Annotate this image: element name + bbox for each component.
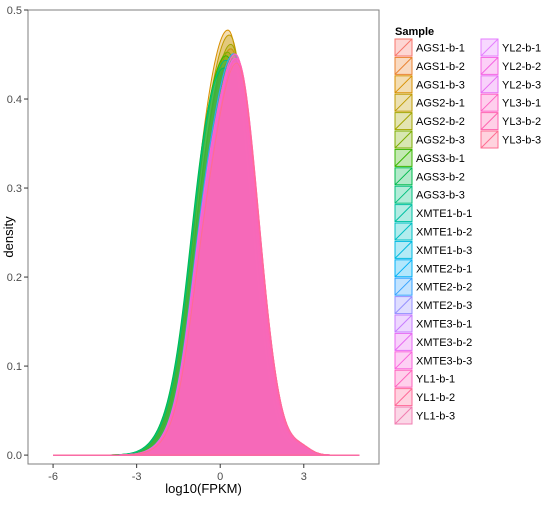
legend-key-line [394, 241, 413, 259]
legend-key-line [394, 369, 413, 388]
legend-key-line [394, 167, 413, 186]
y-axis-title: density [1, 216, 16, 258]
legend-label-AGS1-b-2: AGS1-b-2 [416, 61, 465, 73]
x-axis: -6 -3 0 3 [48, 464, 307, 483]
y-axis: 0.0 0.1 0.2 0.3 0.4 0.5 [7, 5, 28, 462]
legend-key-line [394, 314, 413, 333]
y-tick-label: 0.3 [7, 183, 22, 195]
legend-key-line [480, 93, 499, 112]
legend-label-XMTE2-b-1: XMTE2-b-1 [416, 263, 472, 275]
legend-label-YL3-b-3: YL3-b-3 [502, 135, 541, 147]
legend-label-XMTE2-b-3: XMTE2-b-3 [416, 300, 472, 312]
x-tick-label: 0 [217, 471, 223, 483]
legend-label-YL3-b-1: YL3-b-1 [502, 98, 541, 110]
x-tick-label: -3 [132, 471, 142, 483]
legend-label-AGS2-b-1: AGS2-b-1 [416, 98, 465, 110]
legend-key-line [394, 93, 413, 112]
legend-title: Sample [395, 26, 434, 38]
legend-key-line [394, 333, 413, 351]
legend-key-line [394, 38, 413, 57]
legend-label-AGS2-b-3: AGS2-b-3 [416, 135, 465, 147]
y-tick-label: 0.2 [7, 272, 22, 284]
legend-label-YL2-b-2: YL2-b-2 [502, 61, 541, 73]
legend-key-line [480, 130, 499, 149]
y-tick-label: 0.0 [7, 450, 22, 462]
y-tick-label: 0.1 [7, 361, 22, 373]
y-tick-label: 0.5 [7, 5, 22, 17]
legend-label-XMTE1-b-3: XMTE1-b-3 [416, 245, 472, 257]
legend-key-line [394, 75, 413, 94]
legend-key-line [394, 204, 413, 222]
legend-key-line [480, 38, 499, 57]
legend-key-line [394, 277, 413, 296]
legend-key-line [480, 57, 499, 75]
legend-key-line [394, 406, 413, 425]
legend-label-AGS2-b-2: AGS2-b-2 [416, 116, 465, 128]
legend-label-YL1-b-3: YL1-b-3 [416, 411, 455, 423]
legend-key-line [394, 185, 413, 204]
legend-key-line [394, 222, 413, 241]
legend-label-YL2-b-3: YL2-b-3 [502, 79, 541, 91]
legend-label-YL1-b-1: YL1-b-1 [416, 374, 455, 386]
y-tick-label: 0.4 [7, 94, 22, 106]
legend-key-line [480, 112, 499, 130]
legend-key-line [394, 149, 413, 167]
legend-key-line [394, 112, 413, 130]
legend-key-line [480, 75, 499, 94]
legend-key-line [394, 351, 413, 370]
legend-key-line [394, 296, 413, 314]
x-tick-label: -6 [48, 471, 58, 483]
legend-label-XMTE3-b-1: XMTE3-b-1 [416, 319, 472, 331]
plot-panel [27, 9, 380, 465]
legend-label-YL1-b-2: YL1-b-2 [416, 392, 455, 404]
x-axis-title: log10(FPKM) [165, 481, 242, 496]
legend-label-AGS1-b-1: AGS1-b-1 [416, 43, 465, 55]
legend-label-XMTE2-b-2: XMTE2-b-2 [416, 282, 472, 294]
legend-key-line [394, 57, 413, 75]
legend-key-line [394, 388, 413, 406]
density-layers [53, 29, 360, 456]
legend-label-XMTE1-b-1: XMTE1-b-1 [416, 208, 472, 220]
legend-key-line [394, 259, 413, 278]
legend-label-YL2-b-1: YL2-b-1 [502, 43, 541, 55]
legend-label-XMTE3-b-2: XMTE3-b-2 [416, 337, 472, 349]
legend-label-YL3-b-2: YL3-b-2 [502, 116, 541, 128]
legend: Sample AGS1-b-1 AGS1-b-2 AGS1-b-3 AGS2-b-1 A… [394, 26, 541, 425]
legend-label-XMTE1-b-2: XMTE1-b-2 [416, 227, 472, 239]
legend-label-AGS3-b-2: AGS3-b-2 [416, 171, 465, 183]
legend-label-XMTE3-b-3: XMTE3-b-3 [416, 355, 472, 367]
legend-label-AGS3-b-3: AGS3-b-3 [416, 190, 465, 202]
legend-label-AGS1-b-3: AGS1-b-3 [416, 79, 465, 91]
legend-label-AGS3-b-1: AGS3-b-1 [416, 153, 465, 165]
x-tick-label: 3 [301, 471, 307, 483]
legend-key-line [394, 130, 413, 149]
density-area-YL3-b-3 [53, 62, 360, 456]
